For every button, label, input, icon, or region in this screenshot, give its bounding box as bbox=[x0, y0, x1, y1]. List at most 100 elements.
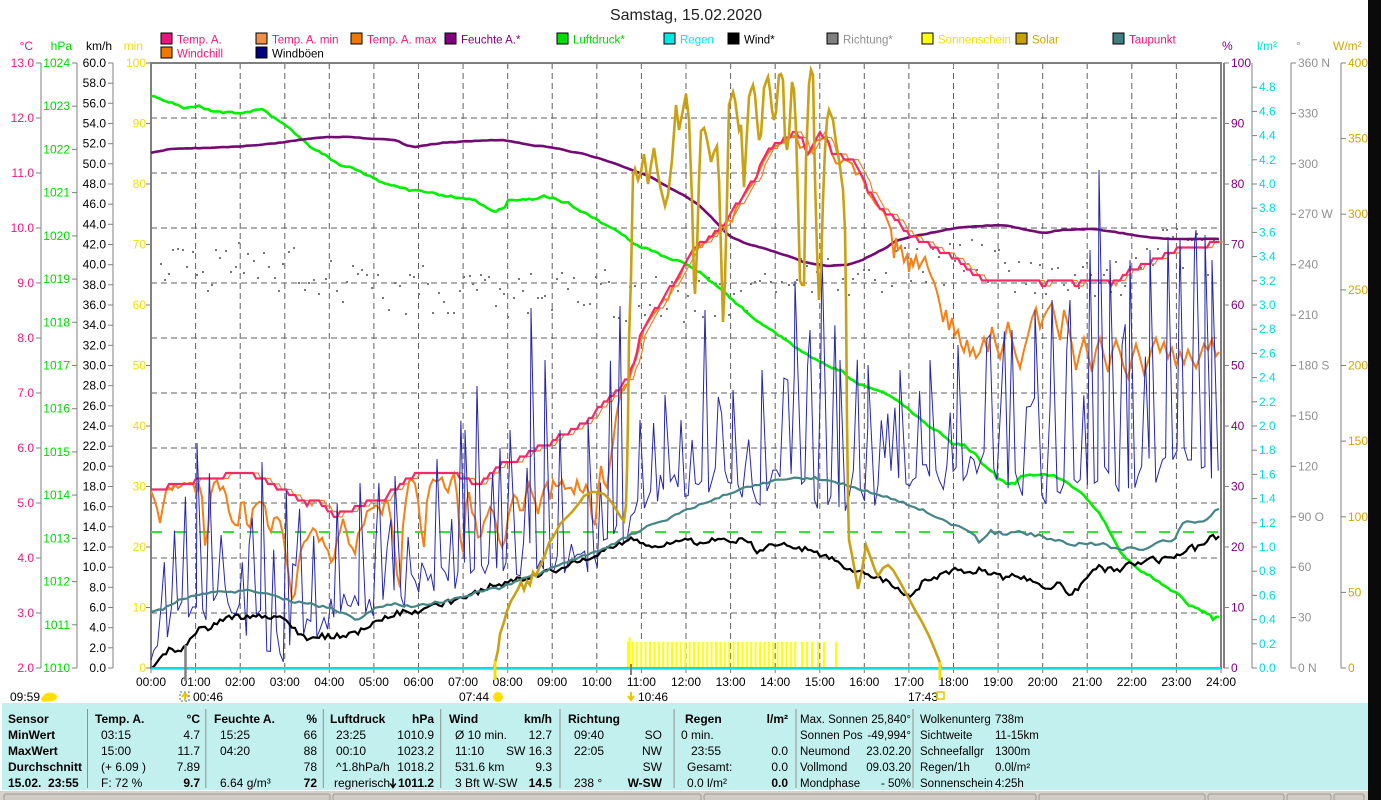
svg-text:Vollmond: Vollmond bbox=[800, 762, 847, 774]
svg-text:Windchill: Windchill bbox=[177, 49, 223, 61]
svg-text:hPa: hPa bbox=[412, 712, 434, 726]
svg-text:Solar: Solar bbox=[1032, 35, 1059, 47]
svg-text:1.0: 1.0 bbox=[1259, 540, 1276, 554]
svg-text:12.0: 12.0 bbox=[11, 111, 35, 125]
svg-text:23:00: 23:00 bbox=[1161, 675, 1191, 689]
svg-text:88: 88 bbox=[304, 744, 318, 758]
svg-text:300: 300 bbox=[1348, 207, 1368, 221]
svg-text:Wind*: Wind* bbox=[744, 35, 775, 47]
svg-text:2.8: 2.8 bbox=[1259, 322, 1276, 336]
svg-text:1012: 1012 bbox=[43, 575, 70, 589]
svg-text:150: 150 bbox=[1298, 409, 1318, 423]
svg-text:0: 0 bbox=[1231, 661, 1238, 675]
svg-text:SW 16.3: SW 16.3 bbox=[506, 744, 552, 758]
svg-text:Neumond: Neumond bbox=[800, 746, 850, 758]
svg-text:20: 20 bbox=[1231, 540, 1245, 554]
svg-text:46.0: 46.0 bbox=[83, 197, 107, 211]
svg-text:0.0: 0.0 bbox=[89, 661, 106, 675]
svg-text:3.2: 3.2 bbox=[1259, 274, 1276, 288]
svg-text:Durchschnitt: Durchschnitt bbox=[8, 760, 82, 774]
svg-text:11:00: 11:00 bbox=[627, 675, 656, 689]
svg-text:1018: 1018 bbox=[43, 315, 70, 329]
svg-text:SW: SW bbox=[643, 760, 663, 774]
svg-text:90: 90 bbox=[1231, 117, 1245, 131]
svg-text:28.0: 28.0 bbox=[83, 379, 107, 393]
svg-text:1023: 1023 bbox=[43, 99, 70, 113]
svg-text:16:00: 16:00 bbox=[849, 675, 879, 689]
svg-text:%: % bbox=[1222, 39, 1233, 53]
svg-text:9.3: 9.3 bbox=[535, 760, 552, 774]
svg-text:00:10: 00:10 bbox=[336, 744, 366, 758]
svg-text:240: 240 bbox=[1298, 258, 1318, 272]
svg-text:10: 10 bbox=[1231, 601, 1245, 615]
svg-text:W/m²: W/m² bbox=[1333, 39, 1362, 53]
svg-text:238 °: 238 ° bbox=[574, 776, 602, 790]
svg-text:400: 400 bbox=[1348, 56, 1368, 70]
svg-text:270 W: 270 W bbox=[1298, 207, 1333, 221]
svg-text:km/h: km/h bbox=[86, 39, 112, 53]
svg-text:0.4: 0.4 bbox=[1259, 613, 1276, 627]
svg-text:72: 72 bbox=[304, 776, 318, 790]
svg-text:°: ° bbox=[1296, 39, 1301, 53]
svg-text:7.0: 7.0 bbox=[17, 386, 34, 400]
svg-text:Temp. A.: Temp. A. bbox=[95, 712, 144, 726]
svg-text:11-15km: 11-15km bbox=[995, 730, 1039, 742]
svg-text:00:00: 00:00 bbox=[136, 675, 166, 689]
svg-text:17:00: 17:00 bbox=[894, 675, 924, 689]
svg-text:15:00: 15:00 bbox=[805, 675, 835, 689]
svg-text:150: 150 bbox=[1348, 434, 1368, 448]
svg-text:1017: 1017 bbox=[43, 359, 70, 373]
svg-text:°C: °C bbox=[20, 39, 34, 53]
svg-text:210: 210 bbox=[1298, 308, 1318, 322]
svg-text:20:00: 20:00 bbox=[1028, 675, 1058, 689]
svg-text:hPa: hPa bbox=[51, 39, 73, 53]
svg-text:1.2: 1.2 bbox=[1259, 516, 1276, 530]
svg-text:Temp. A. min: Temp. A. min bbox=[272, 35, 338, 47]
svg-text:1015: 1015 bbox=[43, 445, 70, 459]
svg-text:250: 250 bbox=[1348, 283, 1368, 297]
svg-text:8.0: 8.0 bbox=[17, 331, 34, 345]
svg-text:1011.2: 1011.2 bbox=[398, 776, 434, 790]
svg-text:06:00: 06:00 bbox=[403, 675, 433, 689]
svg-text:22:05: 22:05 bbox=[574, 744, 604, 758]
svg-text:Sonnenschein: Sonnenschein bbox=[920, 778, 993, 790]
svg-text:9.7: 9.7 bbox=[183, 776, 200, 790]
svg-text:23:25: 23:25 bbox=[336, 728, 366, 742]
svg-text:1010.9: 1010.9 bbox=[397, 728, 434, 742]
svg-text:1023.2: 1023.2 bbox=[397, 744, 434, 758]
svg-text:Regen: Regen bbox=[680, 35, 714, 47]
svg-text:56.0: 56.0 bbox=[83, 96, 107, 110]
svg-text:Feuchte A.: Feuchte A. bbox=[214, 712, 275, 726]
svg-text:09.03.20: 09.03.20 bbox=[866, 762, 911, 774]
svg-text:Sonnen Pos: Sonnen Pos bbox=[800, 730, 863, 742]
svg-text:4:25h: 4:25h bbox=[995, 778, 1024, 790]
svg-text:26.0: 26.0 bbox=[83, 399, 107, 413]
svg-text:0.0l/m²: 0.0l/m² bbox=[995, 762, 1030, 774]
svg-text:30: 30 bbox=[1298, 611, 1312, 625]
svg-text:2.0: 2.0 bbox=[1259, 419, 1276, 433]
svg-text:1014: 1014 bbox=[43, 488, 70, 502]
svg-text:20: 20 bbox=[133, 540, 147, 554]
svg-text:0.2: 0.2 bbox=[1259, 637, 1276, 651]
svg-text:15.02. 23:55: 15.02. 23:55 bbox=[8, 776, 79, 790]
svg-text:44.0: 44.0 bbox=[83, 217, 107, 231]
svg-text:12:00: 12:00 bbox=[671, 675, 701, 689]
svg-text:14.5: 14.5 bbox=[529, 776, 553, 790]
svg-text:1.8: 1.8 bbox=[1259, 443, 1276, 457]
svg-text:08:00: 08:00 bbox=[493, 675, 523, 689]
svg-text:200: 200 bbox=[1348, 359, 1368, 373]
svg-text:3.0: 3.0 bbox=[1259, 298, 1276, 312]
svg-text:04:00: 04:00 bbox=[314, 675, 344, 689]
svg-text:NW: NW bbox=[642, 744, 663, 758]
svg-text:4.2: 4.2 bbox=[1259, 153, 1276, 167]
svg-text:regnerisch: regnerisch bbox=[334, 776, 390, 790]
svg-text:3.4: 3.4 bbox=[1259, 250, 1276, 264]
svg-text:4.4: 4.4 bbox=[1259, 129, 1276, 143]
svg-text:66: 66 bbox=[304, 728, 318, 742]
svg-text:7.89: 7.89 bbox=[177, 760, 201, 774]
svg-text:Sensor: Sensor bbox=[8, 712, 49, 726]
svg-text:80: 80 bbox=[1231, 177, 1245, 191]
svg-text:3.6: 3.6 bbox=[1259, 225, 1276, 239]
svg-text:Luftdruck: Luftdruck bbox=[330, 712, 386, 726]
svg-text:9.0: 9.0 bbox=[17, 276, 34, 290]
